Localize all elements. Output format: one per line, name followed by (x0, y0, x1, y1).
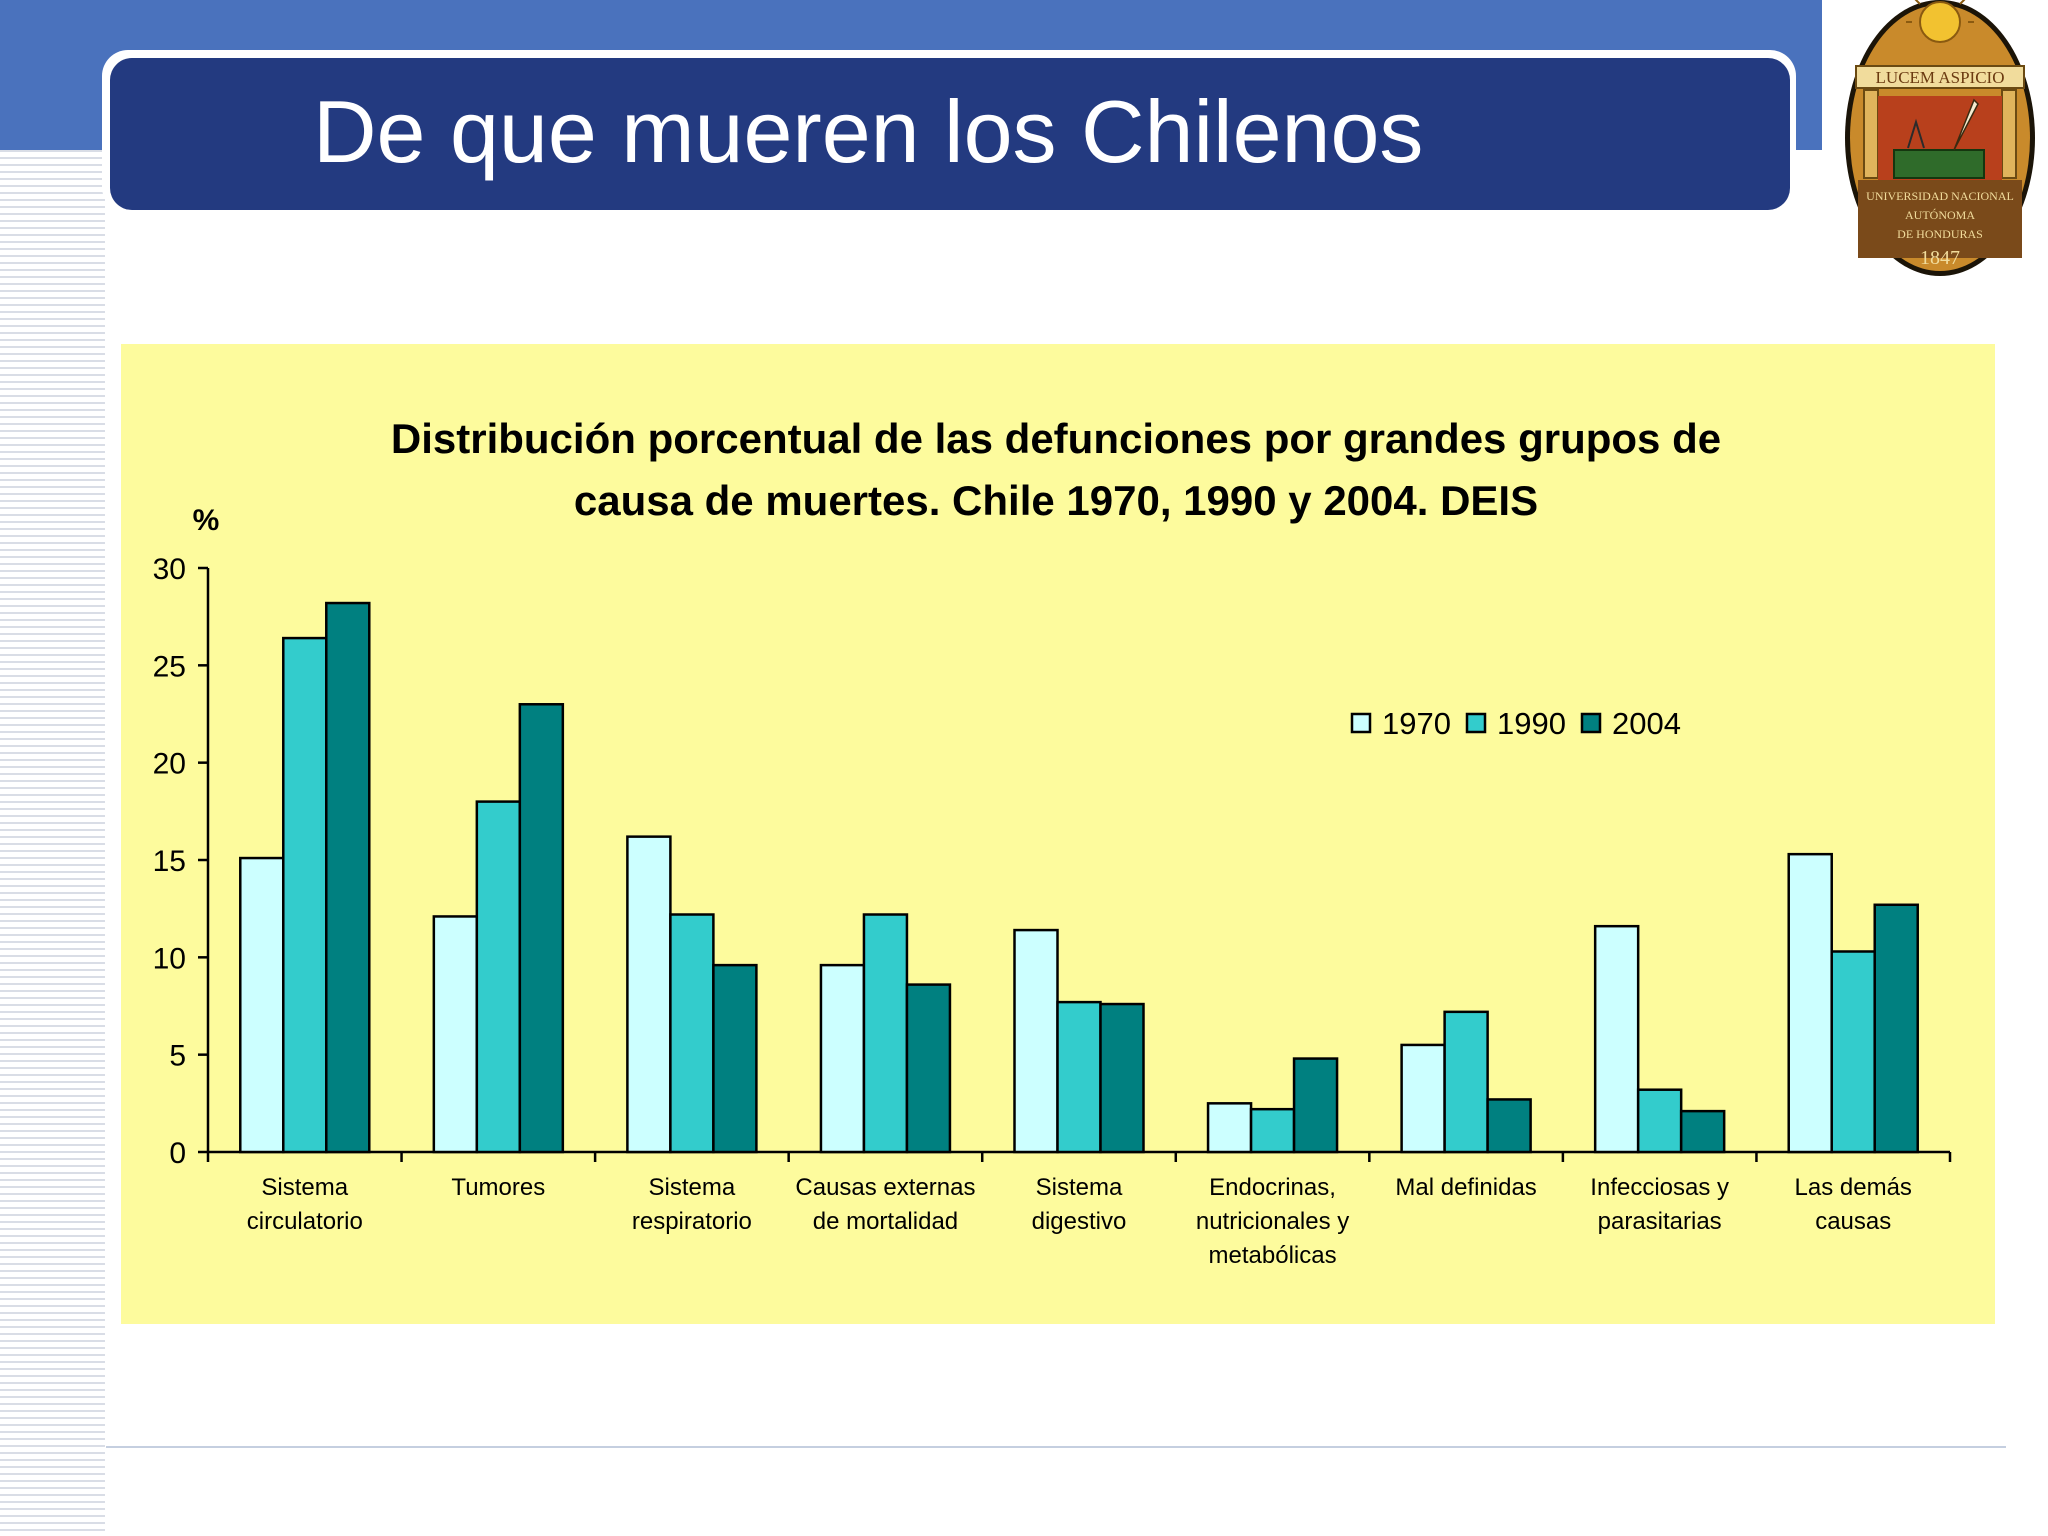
bar-1990 (1249, 1107, 1296, 1154)
bar-1970 (626, 835, 672, 1154)
bar-1990 (669, 913, 715, 1154)
slide-title: De que mueren los Chilenos (313, 82, 1424, 181)
bar-1970 (1013, 928, 1059, 1154)
x-category-label: Tumores (451, 1174, 545, 1201)
bar-2004 (1486, 1098, 1532, 1154)
x-category-label: Las demás (1795, 1174, 1912, 1201)
logo-institution-line-2: AUTÓNOMA (1905, 208, 1975, 222)
bar-1990 (1636, 1088, 1683, 1154)
x-category-label: Sistema (1036, 1174, 1123, 1201)
footer-divider (106, 1446, 2006, 1448)
x-category-label: Endocrinas, (1209, 1174, 1336, 1201)
y-tick-label: 30 (153, 553, 186, 586)
chart-panel (121, 344, 1995, 1324)
y-axis-label: % (193, 504, 220, 537)
bar-2004 (325, 601, 371, 1154)
bar-2004 (1679, 1109, 1726, 1154)
legend-swatch-1970 (1350, 712, 1372, 734)
x-category-label: Sistema (649, 1174, 736, 1201)
x-category-label: de mortalidad (813, 1208, 958, 1235)
x-category-label: Infecciosas y (1590, 1174, 1729, 1201)
bar-1970 (1206, 1102, 1253, 1154)
y-tick-label: 20 (153, 748, 186, 781)
x-category-label: Mal definidas (1395, 1174, 1536, 1201)
bar-2004 (905, 983, 952, 1154)
y-tick-label: 15 (153, 845, 186, 878)
sun-icon (1906, 0, 1974, 43)
legend-swatch-2004 (1580, 712, 1602, 734)
logo-year: 1847 (1920, 247, 1960, 269)
y-tick-label: 0 (169, 1137, 186, 1170)
compass-icon (1907, 118, 1925, 149)
y-tick-label: 5 (169, 1040, 186, 1073)
bar-2004 (1099, 1002, 1145, 1154)
bar-1970 (1593, 924, 1640, 1154)
bar-1990 (1443, 1010, 1489, 1154)
x-category-label: causas (1815, 1208, 1891, 1235)
bar-1970 (1787, 852, 1833, 1154)
chart-title-line-1: Distribución porcentual de las defuncion… (391, 415, 1721, 462)
bar-2004 (518, 703, 565, 1154)
bar-1990 (1056, 1000, 1102, 1154)
x-category-label: Sistema (261, 1174, 348, 1201)
left-decorative-stripes (0, 150, 105, 1536)
bar-1970 (1400, 1043, 1446, 1154)
logo-motto: LUCEM ASPICIO (1876, 68, 2005, 87)
bar-2004 (1292, 1057, 1339, 1154)
bar-2004 (712, 963, 758, 1154)
legend-swatch-1990 (1465, 712, 1487, 734)
bar-1990 (282, 636, 328, 1154)
chart-title-line-2: causa de muertes. Chile 1970, 1990 y 200… (574, 477, 1538, 524)
bar-1970 (239, 856, 285, 1154)
x-category-label: respiratorio (632, 1208, 752, 1235)
legend-label-2004: 2004 (1612, 706, 1681, 741)
x-category-label: digestivo (1032, 1208, 1127, 1235)
university-seal-logo: LUCEM ASPICIO UNIVERSIDAD NACIONAL AUTÓN… (1845, 0, 2035, 276)
bar-1990 (1830, 950, 1876, 1154)
x-category-label: nutricionales y (1196, 1208, 1349, 1235)
x-category-label: parasitarias (1598, 1208, 1722, 1235)
logo-institution-line-1: UNIVERSIDAD NACIONAL (1866, 189, 2014, 203)
y-tick-label: 25 (153, 650, 186, 683)
x-category-label: metabólicas (1209, 1242, 1337, 1269)
book-icon (1893, 149, 1985, 179)
title-box (110, 58, 1790, 210)
bar-1990 (862, 913, 909, 1154)
x-category-label: Causas externas (795, 1174, 975, 1201)
bar-1990 (475, 800, 522, 1154)
legend-label-1990: 1990 (1497, 706, 1566, 741)
legend-label-1970: 1970 (1382, 706, 1451, 741)
bar-1970 (432, 915, 479, 1154)
quill-icon (1953, 98, 1979, 151)
bar-2004 (1873, 903, 1919, 1154)
logo-institution-line-3: DE HONDURAS (1897, 227, 1983, 241)
y-tick-label: 10 (153, 942, 186, 975)
bar-1970 (819, 963, 866, 1154)
x-category-label: circulatorio (247, 1208, 363, 1235)
